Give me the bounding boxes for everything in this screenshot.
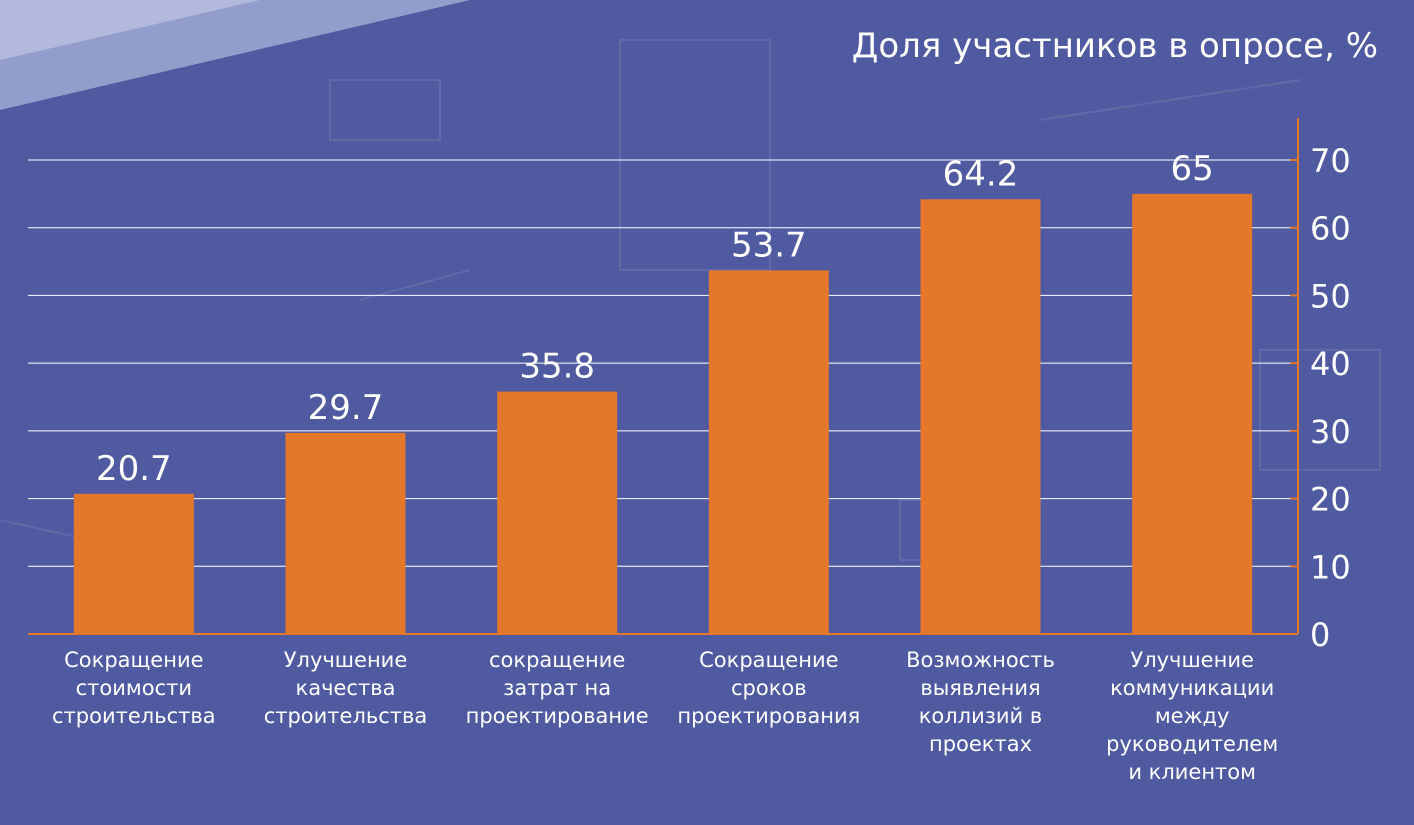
y-tick-label: 70 [1310,142,1351,180]
bar [73,493,194,634]
x-category-label: Улучшение качества строительства [263,648,428,728]
y-tick-label: 0 [1310,616,1330,654]
x-category-label: сокращение затрат на проектирование [465,648,649,728]
y-tick-label: 40 [1310,345,1351,383]
chart-title: Доля участников в опросе, % [851,26,1378,66]
bar-value-label: 20.7 [96,449,172,489]
y-tick-label: 30 [1310,413,1351,451]
y-tick-label: 20 [1310,481,1351,519]
y-tick-label: 60 [1310,210,1351,248]
y-tick-label: 50 [1310,277,1351,315]
bar [708,270,829,634]
bar [1132,193,1253,634]
bar-value-label: 64.2 [943,154,1019,194]
bar-value-label: 53.7 [731,225,807,265]
x-category-label: Улучшение коммуникации между руководител… [1106,648,1279,784]
bar-value-label: 29.7 [308,388,384,428]
bar [285,432,406,634]
bar-value-label: 35.8 [519,347,595,387]
x-category-label: Возможность выявления коллизий в проекта… [906,648,1055,756]
bar [920,199,1041,634]
bar-value-label: 65 [1171,149,1214,189]
x-category-label: Сокращение стоимости строительства [52,648,216,728]
bar [497,391,618,634]
x-category-label: Сокращение сроков проектирования [677,648,861,728]
y-tick-label: 10 [1310,548,1351,586]
